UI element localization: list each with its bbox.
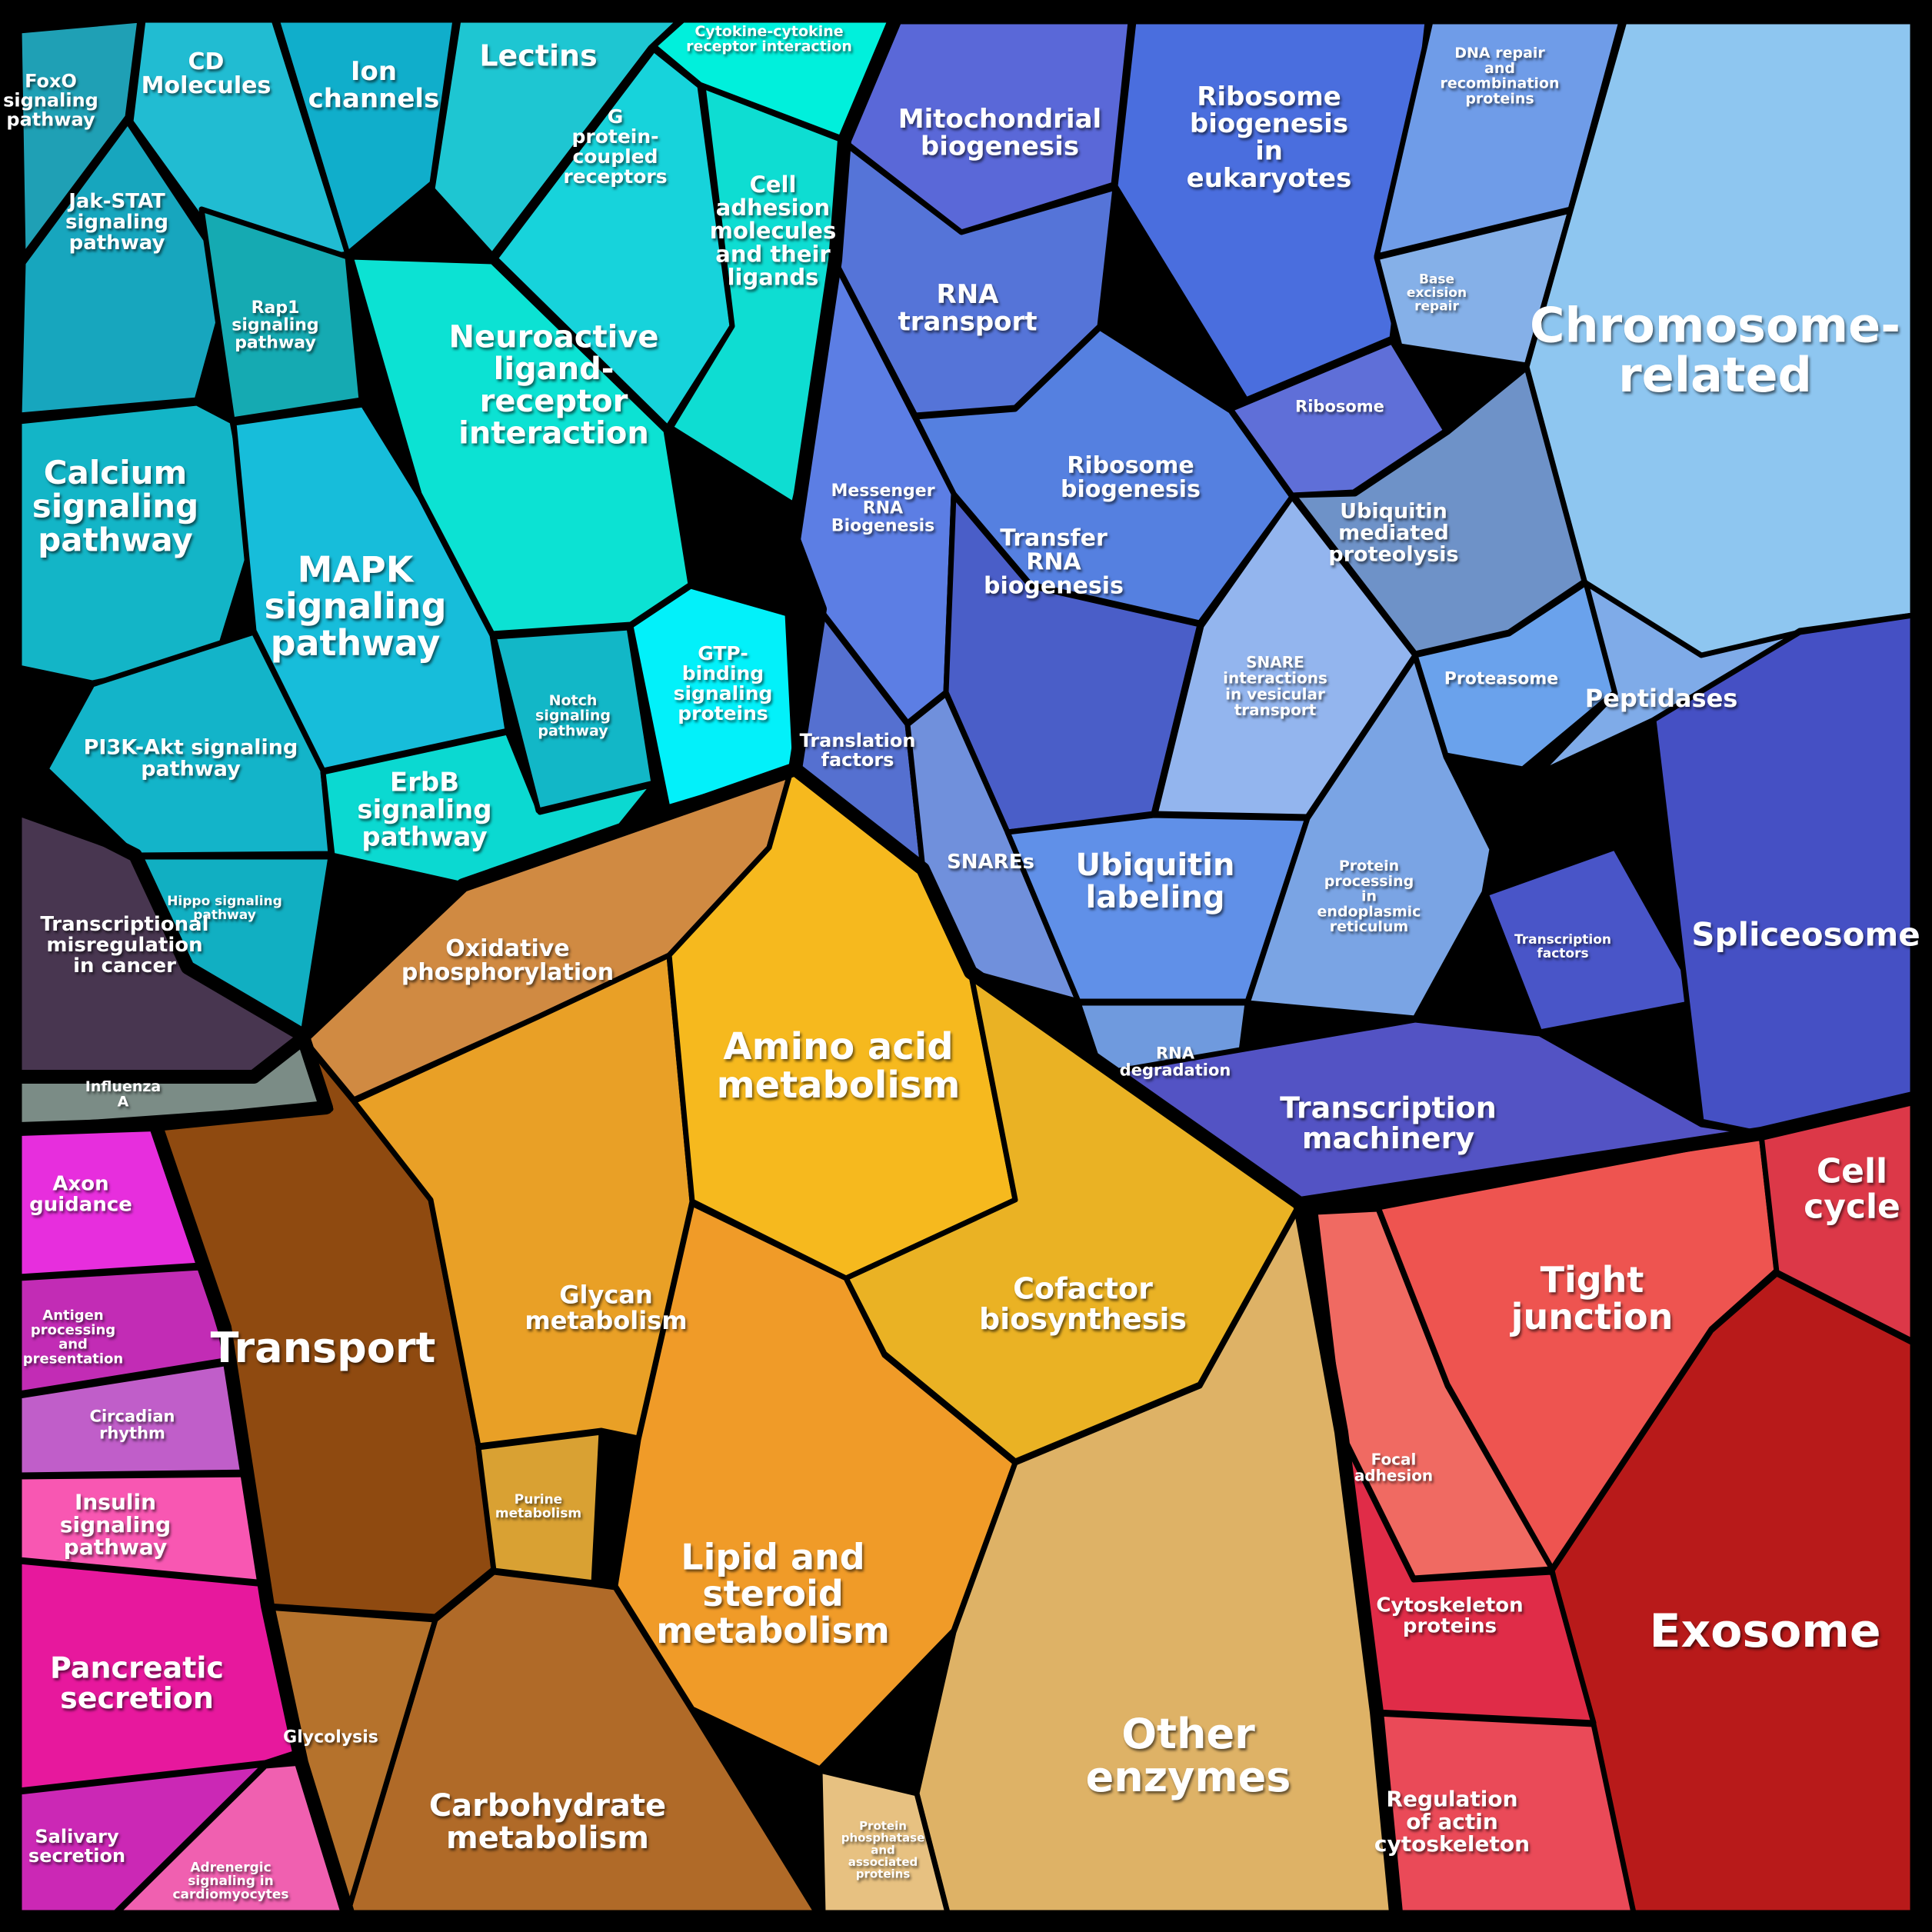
cell-regulation-actin[interactable] xyxy=(1374,1710,1637,1916)
group-borders-layer xyxy=(12,12,1920,1920)
group-border-teal-orange xyxy=(296,762,802,1044)
group-border-blue-red xyxy=(1293,1091,1920,1211)
cell-lectins[interactable] xyxy=(429,17,683,258)
cell-calcium[interactable] xyxy=(16,400,257,686)
cell-foxo[interactable] xyxy=(16,17,143,260)
cell-notch[interactable] xyxy=(491,625,657,814)
group-border-gray-magenta-brown xyxy=(12,1030,333,1136)
cell-carbohydrate-metabolism[interactable] xyxy=(345,1569,820,1916)
group-border-purple-gray xyxy=(12,1031,310,1084)
cell-ribosome-biogenesis-eukaryotes[interactable] xyxy=(1112,18,1431,403)
group-border-teal-blue xyxy=(787,12,902,776)
cell-purine-metabolism[interactable] xyxy=(475,1429,605,1586)
cell-rap1[interactable] xyxy=(198,206,365,423)
group-border-magenta-brown xyxy=(148,1118,355,1920)
cell-pancreatic-secretion[interactable] xyxy=(16,1558,301,1794)
cell-protein-processing-er[interactable] xyxy=(1244,654,1495,1021)
group-border-blue-orange xyxy=(788,762,1307,1211)
group-border-teal-purple xyxy=(12,789,310,1042)
cell-protein-phosphatase[interactable] xyxy=(817,1767,951,1916)
group-border-orange-red xyxy=(1293,1197,1403,1920)
cell-gtp-binding[interactable] xyxy=(628,583,798,811)
cell-jak-stat[interactable] xyxy=(16,118,234,418)
cells-layer xyxy=(16,17,1916,1916)
